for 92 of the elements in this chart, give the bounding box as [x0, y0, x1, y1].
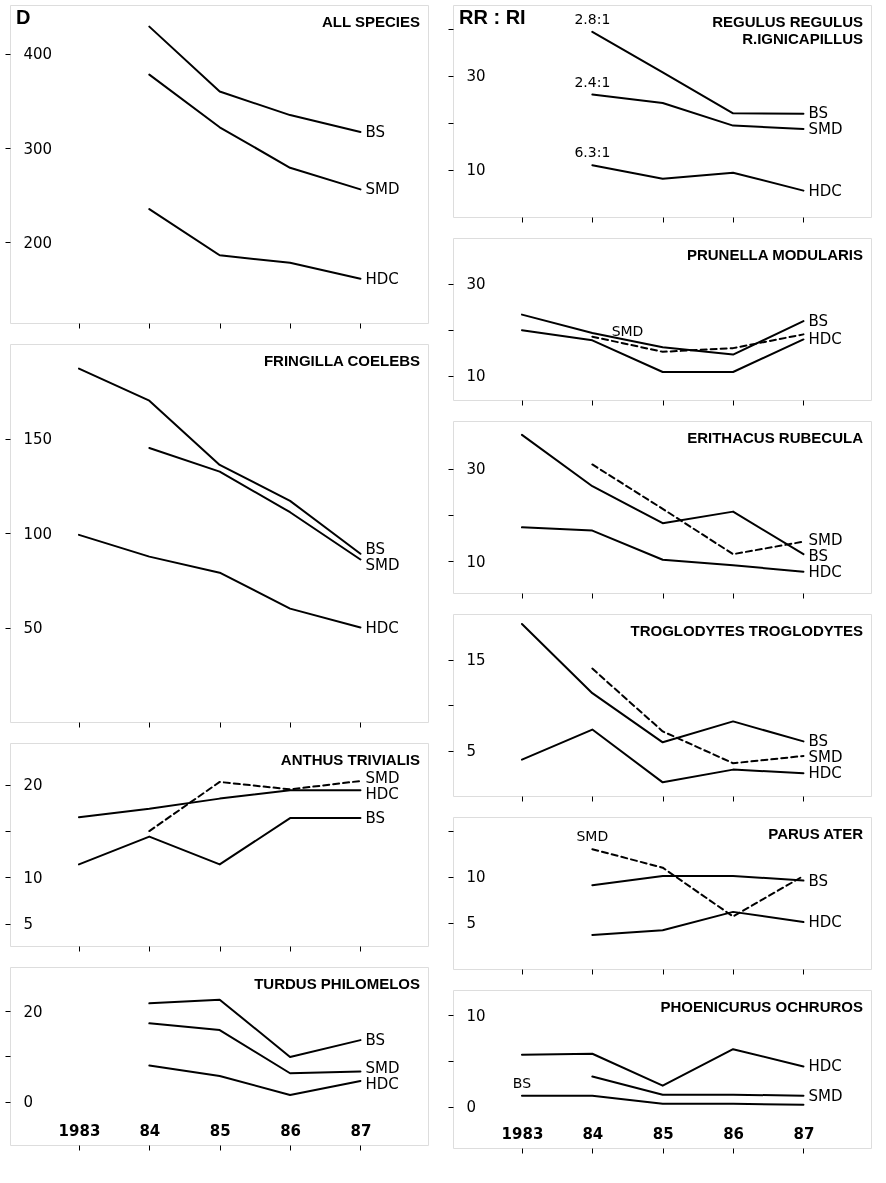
line-series [148, 25, 362, 134]
y-tick-label: 30 [466, 67, 486, 86]
y-tick-label: 30 [466, 460, 486, 479]
text: ALL SPECIES [321, 13, 420, 30]
x-tick-label: 85 [209, 1121, 231, 1140]
y-tick-label: 10 [466, 552, 486, 571]
series-label: SMD [808, 747, 843, 766]
series-label: BS [808, 312, 829, 331]
annotation: D [16, 6, 31, 28]
y-tick-label: 200 [23, 233, 53, 252]
series-label: HDC [808, 764, 842, 783]
y-tick-label: 50 [23, 619, 43, 637]
y-tick-label: 15 [466, 651, 486, 669]
text: PARUS ATER [768, 825, 864, 842]
series-label: SMD [365, 180, 400, 199]
y-tick-label: 300 [23, 139, 53, 158]
y-tick-label: 30 [466, 275, 486, 294]
line-series [148, 73, 362, 191]
text: REGULUS REGULUS R.IGNICAPILLUS [712, 13, 863, 47]
x-tick-label: 87 [350, 1121, 372, 1140]
annotation: SMD [611, 323, 644, 340]
series-label: BS [808, 546, 829, 565]
x-tick-label: 86 [280, 1121, 302, 1140]
line-series [520, 313, 805, 356]
line-series [148, 998, 362, 1058]
line-series [148, 208, 362, 280]
series-label: BS [365, 539, 386, 558]
x-tick-label: 87 [793, 1124, 815, 1143]
series-label: BS [808, 871, 829, 890]
line-series [520, 728, 805, 784]
series-label: BS [365, 809, 386, 828]
series-label: SMD [365, 768, 400, 787]
y-tick-label: 0 [23, 1093, 34, 1112]
line-series [148, 1064, 362, 1097]
series-label: HDC [365, 618, 399, 637]
series-label: BS [365, 123, 386, 142]
x-tick-label: 1983 [58, 1121, 101, 1140]
x-tick-label: 85 [652, 1124, 674, 1143]
y-tick-label: 10 [466, 868, 486, 887]
y-tick-label: 10 [466, 367, 486, 386]
annotation: 6.3:1 [574, 144, 611, 161]
series-label: SMD [808, 1086, 843, 1105]
line-series [148, 446, 362, 561]
annotation: 2.8:1 [574, 10, 611, 27]
line-series [591, 93, 805, 130]
x-tick-label: 86 [723, 1124, 745, 1143]
annotation: BS [512, 1074, 532, 1091]
series-label: SMD [808, 530, 843, 549]
line-series [77, 367, 362, 555]
y-tick-label: 400 [23, 45, 53, 64]
annotation: RR : RI [459, 6, 526, 28]
x-tick-label: 1983 [501, 1124, 544, 1143]
y-tick-label: 5 [466, 742, 477, 760]
series-label: SMD [808, 120, 843, 139]
series-label: SMD [365, 1059, 400, 1078]
line-series [77, 533, 362, 629]
text: ANTHUS TRIVIALIS [280, 751, 420, 768]
y-tick-label: 20 [23, 1002, 43, 1021]
text: TROGLODYTES TROGLODYTES [630, 622, 863, 639]
text: FRINGILLA COELEBS [263, 352, 420, 369]
series-label: HDC [365, 269, 399, 288]
y-tick-label: 10 [466, 161, 486, 180]
series-label: HDC [808, 330, 842, 349]
x-tick-label: 84 [582, 1124, 604, 1143]
y-tick-label: 5 [23, 915, 34, 934]
text: ERITHACUS RUBECULA [687, 429, 864, 446]
y-tick-label: 10 [23, 868, 43, 887]
series-label: BS [808, 104, 829, 123]
series-label: BS [808, 731, 829, 750]
series-label: HDC [808, 1057, 842, 1076]
y-tick-label: 10 [466, 1007, 486, 1025]
text: PRUNELLA MODULARIS [686, 246, 863, 263]
x-tick-label: 84 [139, 1121, 161, 1140]
line-series [520, 526, 805, 573]
series-label: HDC [808, 913, 842, 932]
y-tick-label: 5 [466, 914, 477, 933]
series-label: HDC [808, 181, 842, 200]
series-label: SMD [365, 555, 400, 574]
text: TURDUS PHILOMELOS [254, 975, 420, 992]
series-label: BS [365, 1031, 386, 1050]
series-label: HDC [365, 784, 399, 803]
y-tick-label: 150 [23, 430, 53, 448]
y-tick-label: 100 [23, 524, 53, 543]
series-label: HDC [808, 562, 842, 581]
line-series [148, 1022, 362, 1075]
series-label: HDC [365, 1075, 399, 1094]
text: PHOENICURUS OCHRUROS [660, 998, 863, 1015]
y-tick-label: 20 [23, 776, 43, 795]
annotation: 2.4:1 [574, 73, 611, 90]
line-series [591, 164, 805, 192]
y-tick-label: 0 [466, 1098, 477, 1117]
annotation: SMD [576, 828, 609, 845]
